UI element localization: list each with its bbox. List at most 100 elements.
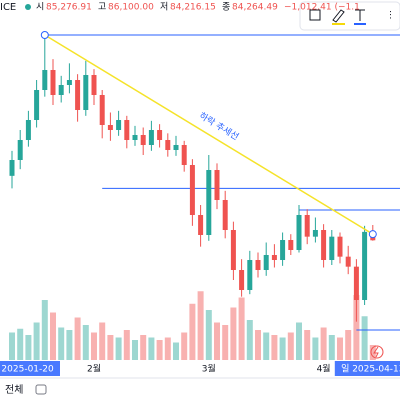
lightning-icon[interactable] <box>370 345 384 359</box>
x-label: 3월 <box>202 363 216 375</box>
candle-body <box>329 236 335 260</box>
x-label: 월 2025-01-20 <box>0 363 54 375</box>
trend-handle <box>368 230 377 239</box>
volume-bar <box>74 317 81 360</box>
tool-icon[interactable] <box>309 9 321 21</box>
trend-line <box>44 34 374 235</box>
ohlc-value: 85,276.91 <box>46 3 92 13</box>
x-label: 일 2025-04-13 <box>341 364 400 375</box>
trend-handle <box>40 31 49 39</box>
volume-bar <box>140 335 147 360</box>
candle-body <box>124 120 130 140</box>
candle-body <box>58 85 64 95</box>
candle-body <box>140 135 146 145</box>
x-label-highlight <box>0 361 60 376</box>
candle-body <box>83 75 89 110</box>
lightning-bolt <box>373 346 379 358</box>
candle-body <box>337 236 343 257</box>
volume-bar <box>214 322 220 360</box>
volume-bar <box>50 312 56 360</box>
ohlc-value: 84,216.15 <box>170 3 216 13</box>
change: −1,012.41 (−1.1 <box>284 3 360 13</box>
candle-body <box>107 125 113 130</box>
ohlc-label: 고 <box>98 3 106 13</box>
text-icon[interactable] <box>355 9 365 21</box>
ohlc-label: 종 <box>222 2 230 13</box>
volume-bar <box>9 332 15 360</box>
toolbar-box <box>299 1 400 31</box>
volume-bar <box>82 325 89 360</box>
ohlc-label: 저 <box>160 2 168 13</box>
volume-bar <box>197 291 204 360</box>
more-icon[interactable]: ⋮ <box>386 11 395 21</box>
volume-bar <box>320 327 327 360</box>
volume-bar <box>205 310 212 360</box>
ohlc-value: 84,264.49 <box>232 3 278 13</box>
volume-bar <box>148 337 155 360</box>
volume-bar <box>353 295 360 360</box>
candle-body <box>173 145 179 150</box>
candle-body <box>312 230 318 237</box>
candle-body <box>99 95 105 125</box>
pencil-icon[interactable] <box>332 9 345 23</box>
candle-body <box>198 215 204 235</box>
volume-bar <box>230 307 237 360</box>
volume-bar <box>173 342 179 360</box>
candle-body <box>353 266 359 300</box>
candle-body <box>66 80 72 85</box>
candle-body <box>181 145 187 165</box>
candle-body <box>345 256 351 267</box>
candle-body <box>222 200 228 230</box>
candle-body <box>263 255 269 270</box>
candle-body <box>247 260 253 290</box>
volume-bar <box>271 335 278 360</box>
candle-body <box>288 240 294 250</box>
candle-body <box>255 260 261 270</box>
volume-bar <box>107 335 114 360</box>
candle-body <box>280 240 286 260</box>
volume-bar <box>369 345 376 360</box>
candle-body <box>25 120 31 140</box>
volume-bar <box>181 332 188 360</box>
candle-body <box>362 231 368 300</box>
volume-bar <box>58 327 65 360</box>
volume-bar <box>17 328 24 360</box>
candle-body <box>304 215 310 237</box>
x-label: 4월 <box>317 363 331 375</box>
volume-bar <box>279 337 286 360</box>
candle-body <box>271 255 277 260</box>
candle-body <box>206 170 212 235</box>
time-axis <box>0 360 400 378</box>
candle-body <box>50 70 56 95</box>
volume-bar <box>91 332 97 360</box>
trend-label: 하락 추세선 <box>197 110 241 143</box>
volume-bar <box>328 335 335 360</box>
candle-body <box>132 135 138 140</box>
volume-bar <box>312 337 319 360</box>
volume-bar <box>189 303 196 360</box>
candle-body <box>189 165 195 215</box>
volume-bar <box>296 322 302 360</box>
volume-bar <box>41 300 48 360</box>
candle-body <box>9 160 15 176</box>
volume-bar <box>255 330 261 360</box>
toolbar: ⋮ <box>299 1 400 31</box>
candle-body <box>230 230 236 270</box>
candle-body <box>214 170 220 200</box>
range-button[interactable]: 전체 <box>5 384 23 396</box>
volume-bar <box>156 340 163 360</box>
volume-bar <box>337 337 343 360</box>
volume-bar <box>222 325 229 360</box>
volume-bar <box>123 330 130 360</box>
volume-bar <box>66 330 73 360</box>
candle-body <box>148 130 154 145</box>
candle-body <box>42 70 48 90</box>
volume-bar <box>164 337 171 360</box>
candle-body <box>116 120 122 130</box>
volume-bar <box>361 316 368 360</box>
volume-bar <box>25 335 32 360</box>
volume-bar <box>287 332 294 360</box>
calendar-icon[interactable] <box>35 384 47 395</box>
